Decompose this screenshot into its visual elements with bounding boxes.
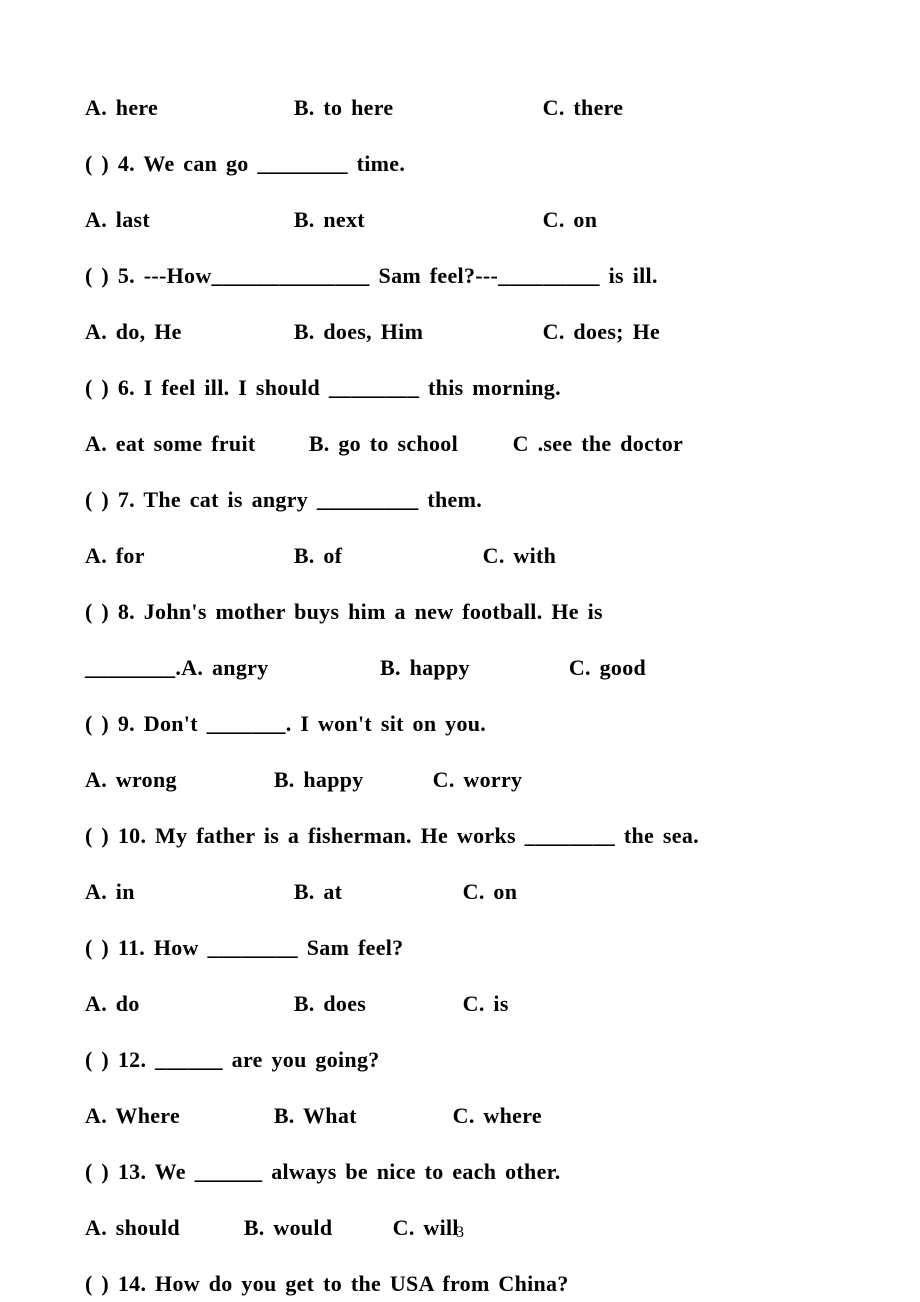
q4-options: A. last B. next C. on	[85, 207, 830, 233]
q12-option-a: A. Where	[85, 1103, 265, 1129]
q8-option-a: A. angry	[181, 655, 371, 681]
q9-option-a: A. wrong	[85, 767, 265, 793]
q4-option-a: A. last	[85, 207, 285, 233]
q10-stem: ( ) 10. My father is a fisherman. He wor…	[85, 823, 830, 849]
q14-stem: ( ) 14. How do you get to the USA from C…	[85, 1271, 830, 1297]
q5-option-c: C. does; He	[543, 319, 660, 345]
q11-stem: ( ) 11. How ________ Sam feel?	[85, 935, 830, 961]
q3-options: A. here B. to here C. there	[85, 95, 830, 121]
q5-option-b: B. does, Him	[294, 319, 534, 345]
q7-options: A. for B. of C. with	[85, 543, 830, 569]
q6-options: A. eat some fruit B. go to school C .see…	[85, 431, 830, 457]
q11-option-a: A. do	[85, 991, 285, 1017]
q7-stem: ( ) 7. The cat is angry _________ them.	[85, 487, 830, 513]
page-number: 3	[0, 1224, 920, 1242]
q10-option-c: C. on	[463, 879, 518, 905]
q11-option-c: C. is	[463, 991, 509, 1017]
q7-option-a: A. for	[85, 543, 285, 569]
q4-option-c: C. on	[543, 207, 598, 233]
q3-option-a: A. here	[85, 95, 285, 121]
q3-option-b: B. to here	[294, 95, 534, 121]
q12-option-b: B. What	[274, 1103, 444, 1129]
q8-blank: ________.	[85, 655, 181, 680]
q11-option-b: B. does	[294, 991, 454, 1017]
q10-option-b: B. at	[294, 879, 454, 905]
q6-stem: ( ) 6. I feel ill. I should ________ thi…	[85, 375, 830, 401]
q12-stem: ( ) 12. ______ are you going?	[85, 1047, 830, 1073]
q8-option-c: C. good	[569, 655, 646, 681]
q12-options: A. Where B. What C. where	[85, 1103, 830, 1129]
q11-options: A. do B. does C. is	[85, 991, 830, 1017]
q12-option-c: C. where	[453, 1103, 542, 1129]
q3-option-c: C. there	[543, 95, 624, 121]
q10-option-a: A. in	[85, 879, 285, 905]
worksheet-page: A. here B. to here C. there ( ) 4. We ca…	[0, 0, 920, 1302]
q8-stem: ( ) 8. John's mother buys him a new foot…	[85, 599, 830, 625]
q13-stem: ( ) 13. We ______ always be nice to each…	[85, 1159, 830, 1185]
q5-options: A. do, He B. does, Him C. does; He	[85, 319, 830, 345]
q7-option-b: B. of	[294, 543, 474, 569]
q4-stem: ( ) 4. We can go ________ time.	[85, 151, 830, 177]
q9-options: A. wrong B. happy C. worry	[85, 767, 830, 793]
q7-option-c: C. with	[483, 543, 557, 569]
q6-option-c: C .see the doctor	[513, 431, 684, 457]
q9-option-b: B. happy	[274, 767, 424, 793]
q10-options: A. in B. at C. on	[85, 879, 830, 905]
q9-stem: ( ) 9. Don't _______. I won't sit on you…	[85, 711, 830, 737]
q6-option-a: A. eat some fruit	[85, 431, 300, 457]
q5-option-a: A. do, He	[85, 319, 285, 345]
q4-option-b: B. next	[294, 207, 534, 233]
q8-option-b: B. happy	[380, 655, 560, 681]
q8-line2: ________.A. angry B. happy C. good	[85, 655, 830, 681]
q5-stem: ( ) 5. ---How______________ Sam feel?---…	[85, 263, 830, 289]
q9-option-c: C. worry	[433, 767, 523, 793]
q6-option-b: B. go to school	[309, 431, 504, 457]
